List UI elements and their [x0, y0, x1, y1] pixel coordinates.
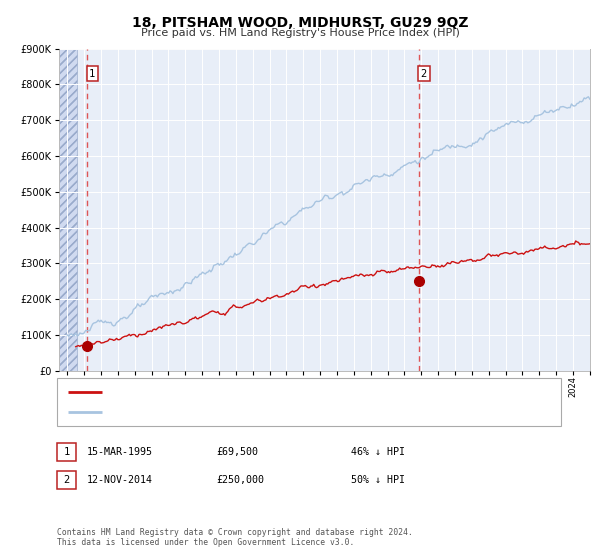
Text: 1: 1	[64, 447, 70, 457]
Text: 1: 1	[89, 69, 95, 79]
Text: £250,000: £250,000	[216, 475, 264, 485]
Text: Price paid vs. HM Land Registry's House Price Index (HPI): Price paid vs. HM Land Registry's House …	[140, 28, 460, 38]
Text: £69,500: £69,500	[216, 447, 258, 457]
Text: 2: 2	[64, 475, 70, 485]
Bar	[59, 49, 77, 371]
Text: 15-MAR-1995: 15-MAR-1995	[87, 447, 153, 457]
Bar	[59, 49, 77, 371]
Text: Contains HM Land Registry data © Crown copyright and database right 2024.
This d: Contains HM Land Registry data © Crown c…	[57, 528, 413, 547]
Text: 18, PITSHAM WOOD, MIDHURST, GU29 9QZ (detached house): 18, PITSHAM WOOD, MIDHURST, GU29 9QZ (de…	[109, 388, 421, 397]
Text: HPI: Average price, detached house, Chichester: HPI: Average price, detached house, Chic…	[109, 407, 379, 417]
Text: 46% ↓ HPI: 46% ↓ HPI	[351, 447, 405, 457]
Text: 12-NOV-2014: 12-NOV-2014	[87, 475, 153, 485]
Text: 2: 2	[421, 69, 427, 79]
Text: 50% ↓ HPI: 50% ↓ HPI	[351, 475, 405, 485]
Text: 18, PITSHAM WOOD, MIDHURST, GU29 9QZ: 18, PITSHAM WOOD, MIDHURST, GU29 9QZ	[132, 16, 468, 30]
